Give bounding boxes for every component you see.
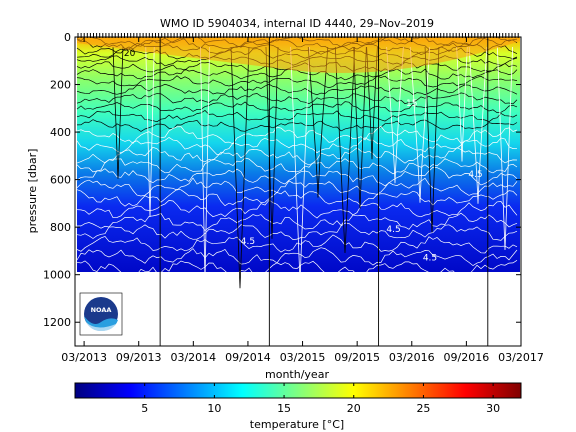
chart-title: WMO ID 5904034, internal ID 4440, 29–Nov… — [160, 17, 434, 30]
noaa-logo-text: NOAA — [91, 306, 112, 314]
x-axis-label: month/year — [265, 368, 329, 381]
y-axis: 0 200 400 600 800 1000 1200 — [43, 31, 521, 329]
contour-line — [76, 136, 518, 155]
y-tick-label: 600 — [50, 174, 71, 187]
contour-spike — [496, 46, 514, 250]
warm-surface-band — [77, 37, 520, 73]
contour-line — [76, 146, 518, 166]
contour-spike — [353, 46, 367, 209]
contour-spike — [230, 46, 250, 289]
colorbar-tick-label: 5 — [141, 402, 148, 415]
colorbar-tick-label: 30 — [486, 402, 500, 415]
y-axis-label: pressure [dbar] — [26, 149, 39, 234]
y-tick-label: 800 — [50, 221, 71, 234]
x-tick-label: 03/2016 — [389, 351, 435, 364]
contour-spike — [307, 46, 329, 198]
contour-label: 4.5 — [468, 170, 482, 180]
contour-label: 4.5 — [241, 237, 255, 247]
contour-spike — [456, 46, 468, 162]
contour-spike — [366, 46, 378, 160]
y-tick-label: 200 — [50, 79, 71, 92]
contour-spike — [112, 46, 124, 179]
contour-line — [76, 101, 518, 113]
year-boundary-lines — [159, 37, 489, 346]
contour-label: 4.5 — [423, 253, 437, 263]
colorbar-tick-label: 10 — [207, 402, 221, 415]
contour-spike — [265, 46, 279, 239]
noaa-logo-icon: NOAA — [79, 292, 123, 336]
contour-spike — [386, 46, 404, 184]
contour-spike — [468, 46, 488, 204]
contour-line — [76, 110, 518, 123]
plot-area: 20 15 4.5 4.5 4.5 4.5 NOAA — [74, 33, 522, 347]
x-tick-label: 03/2013 — [61, 351, 107, 364]
colorbar: 5 10 15 20 25 30 temperature [°C] — [74, 382, 522, 431]
colorbar-tick-label: 15 — [277, 402, 291, 415]
contour-line — [76, 247, 518, 267]
x-tick-label: 09/2016 — [444, 351, 490, 364]
contour-label: 4.5 — [386, 225, 400, 235]
y-tick-label: 1000 — [43, 269, 71, 282]
contour-line — [76, 222, 518, 241]
x-tick-label: 03/2015 — [280, 351, 326, 364]
contour-spike — [145, 46, 155, 218]
y-tick-label: 1200 — [43, 316, 71, 329]
contour-labels: 20 15 4.5 4.5 4.5 4.5 — [124, 49, 483, 263]
contour-spikes — [77, 37, 520, 289]
contour-line — [76, 119, 518, 132]
colorbar-label: temperature [°C] — [250, 418, 344, 431]
x-tick-label: 09/2015 — [334, 351, 380, 364]
contour-line — [76, 157, 518, 175]
contour-line — [76, 83, 518, 96]
contour-line — [76, 92, 518, 105]
contour-spike — [290, 46, 310, 282]
colorbar-ticks: 5 10 15 20 25 30 — [141, 383, 500, 415]
contour-spike — [409, 46, 431, 203]
x-tick-label: 09/2013 — [116, 351, 162, 364]
y-tick-label: 400 — [50, 126, 71, 139]
plot-frame — [74, 36, 522, 347]
contour-label: 20 — [124, 49, 136, 59]
colorbar-tick-label: 25 — [416, 402, 430, 415]
contour-spike — [334, 46, 356, 254]
contour-line — [76, 125, 518, 145]
contour-spike — [200, 46, 210, 281]
colorbar-tick-label: 20 — [347, 402, 361, 415]
contour-line — [76, 75, 518, 89]
y-tick-label: 0 — [64, 31, 71, 44]
x-tick-label: 09/2014 — [225, 351, 271, 364]
contour-label: 15 — [406, 99, 417, 109]
contour-line — [76, 260, 518, 276]
contour-line — [76, 166, 518, 187]
colorbar-gradient — [74, 382, 522, 399]
x-axis: 03/2013 09/2013 03/2014 09/2014 03/2015 09/20… — [61, 37, 544, 364]
x-tick-label: 03/2017 — [498, 351, 544, 364]
contour-line — [76, 234, 518, 254]
contour-spike — [424, 46, 440, 233]
x-tick-label: 03/2014 — [170, 351, 216, 364]
